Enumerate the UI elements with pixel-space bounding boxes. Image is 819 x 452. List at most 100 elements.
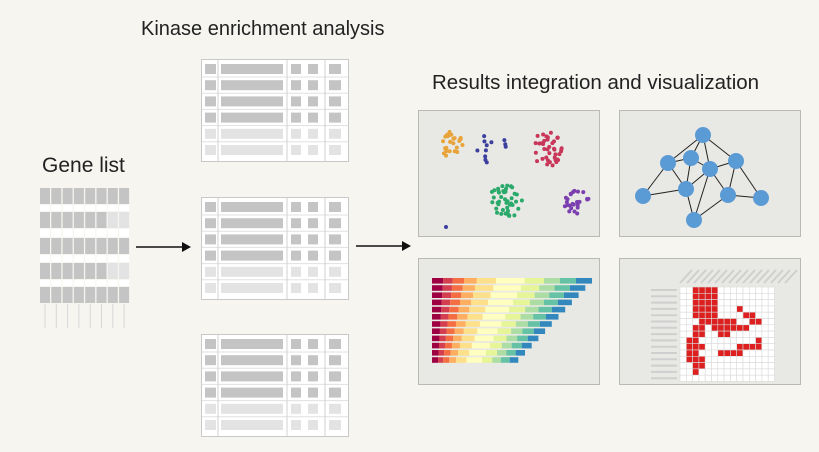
scatter-point: [491, 195, 496, 200]
network-node: [683, 150, 699, 166]
heatmap-cell: [717, 324, 725, 332]
table-cell: [205, 283, 216, 293]
scatter-point: [506, 209, 511, 214]
bar-segment: [459, 299, 472, 306]
table-cell: [291, 80, 301, 91]
heatmap-cell: [736, 311, 744, 319]
table-cell: [291, 250, 301, 261]
heatmap-cell: [717, 337, 725, 345]
heatmap-cell: [686, 292, 693, 300]
table-cell: [205, 355, 216, 366]
table-cell: [329, 420, 341, 430]
bar-segment: [440, 321, 448, 327]
bar-segment: [471, 342, 490, 349]
scatter-point: [484, 160, 489, 165]
heatmap-cell: [767, 299, 775, 307]
heatmap-cell: [736, 343, 744, 351]
table-cell: [291, 339, 301, 349]
heatmap-cell: [742, 337, 750, 345]
scatter-point: [508, 184, 513, 189]
scatter-point: [489, 140, 494, 145]
heatmap-cell: [698, 343, 706, 351]
bar-segment: [455, 321, 466, 327]
heatmap-cell: [717, 368, 725, 376]
table-cell: [329, 80, 341, 91]
heatmap-column-label: [721, 269, 735, 284]
heatmap-cell: [742, 286, 750, 294]
bar-segment: [505, 314, 521, 320]
gene-list-title: Gene list: [42, 154, 125, 177]
bar-segment: [458, 350, 470, 356]
heatmap-cell: [723, 362, 731, 370]
scatter-point: [505, 205, 510, 210]
table-cell: [205, 145, 216, 155]
scatter-point: [512, 213, 517, 218]
heatmap-cell: [723, 343, 731, 351]
bar-segment: [524, 278, 544, 284]
bar-segment: [525, 306, 539, 313]
heatmap-cell: [755, 311, 763, 319]
gene-cell-gap: [96, 280, 107, 286]
heatmap-cell: [698, 356, 706, 363]
heatmap-cell: [742, 299, 750, 307]
table-cell: [205, 218, 216, 229]
heatmap-cell: [736, 324, 744, 332]
heatmap-cell: [711, 362, 719, 370]
heatmap-cell: [767, 330, 775, 338]
gene-cell-gap: [96, 255, 107, 262]
bar-segment: [487, 299, 514, 306]
heatmap-cell: [711, 349, 719, 357]
table-cell: [221, 283, 283, 293]
heatmap-cell: [730, 318, 738, 326]
heatmap-cell: [704, 299, 712, 307]
heatmap-cell: [698, 286, 706, 294]
bar-segment: [459, 342, 472, 349]
gene-cell: [96, 212, 107, 228]
table-cell: [329, 128, 341, 139]
heatmap-cell: [767, 318, 775, 326]
table-cell: [308, 64, 318, 74]
gene-cell-gap: [73, 205, 84, 211]
network-edge: [693, 168, 711, 221]
heatmap-cell: [736, 299, 744, 307]
scatter-point: [557, 152, 562, 157]
table-cell: [291, 202, 301, 212]
heatmap-cell: [767, 374, 775, 382]
heatmap-cell: [761, 286, 769, 294]
table-cell: [308, 234, 318, 245]
table-cell: [205, 80, 216, 91]
heatmap-column-label: [742, 269, 756, 284]
results-title: Results integration and visualization: [432, 71, 760, 94]
scatter-point: [535, 133, 540, 138]
scatter-point: [565, 203, 570, 208]
gene-cell-gap: [73, 280, 84, 286]
table-cell: [205, 339, 216, 349]
bar-segment: [538, 306, 552, 313]
scatter-point: [447, 129, 452, 134]
heatmap-cell: [717, 286, 725, 294]
heatmap-column-label: [728, 269, 742, 284]
heatmap-cell: [698, 362, 706, 370]
heatmap-column-label: [714, 269, 728, 284]
heatmap-cell: [686, 356, 693, 363]
heatmap-cell: [704, 311, 712, 319]
bar-segment: [501, 342, 512, 349]
gene-cell-gap: [51, 280, 62, 286]
scatter-point: [506, 212, 511, 217]
heatmap-cell: [723, 356, 731, 363]
table-cell: [329, 96, 341, 107]
scatter-point: [444, 225, 448, 229]
gene-cell: [85, 238, 96, 254]
gene-cell: [73, 188, 84, 204]
heatmap-cell: [767, 356, 775, 363]
scatter-point: [544, 155, 549, 160]
gene-cell: [62, 287, 73, 303]
bar-segment: [461, 335, 475, 342]
bar-segment: [466, 357, 483, 363]
gene-cell-gap: [85, 205, 96, 211]
gene-cell-gap: [40, 205, 50, 211]
heatmap-cell: [679, 311, 687, 319]
bar-segment: [527, 335, 539, 342]
table-cell: [329, 339, 341, 349]
table-cell: [308, 339, 318, 349]
